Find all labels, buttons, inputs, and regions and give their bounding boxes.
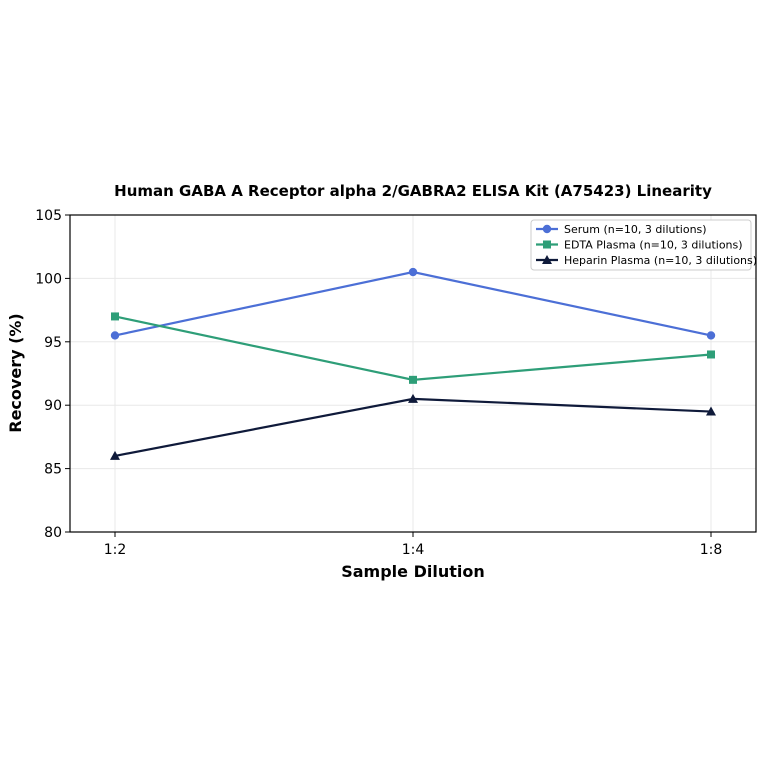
legend-swatch-marker xyxy=(542,255,552,264)
legend-label: Heparin Plasma (n=10, 3 dilutions) xyxy=(564,254,757,267)
legend-swatch-marker xyxy=(542,224,552,234)
y-tick-label: 95 xyxy=(44,335,62,351)
x-tick-label: 1:4 xyxy=(402,542,425,558)
y-tick-label: 85 xyxy=(44,462,62,478)
x-tick-label: 1:2 xyxy=(104,542,127,558)
legend-item: EDTA Plasma (n=10, 3 dilutions) xyxy=(536,239,743,252)
data-point xyxy=(408,267,418,277)
legend-box xyxy=(530,219,752,271)
y-tick-label: 100 xyxy=(35,271,62,287)
data-point xyxy=(706,406,716,416)
legend-item: Serum (n=10, 3 dilutions) xyxy=(536,223,707,236)
chart-title: Human GABA A Receptor alpha 2/GABRA2 ELI… xyxy=(114,182,712,200)
data-point xyxy=(111,312,119,321)
legend-swatch-marker xyxy=(543,240,551,249)
data-point xyxy=(706,331,716,340)
legend-item: Heparin Plasma (n=10, 3 dilutions) xyxy=(536,254,757,267)
series-3 xyxy=(110,393,716,460)
data-point xyxy=(409,375,417,384)
legend-label: EDTA Plasma (n=10, 3 dilutions) xyxy=(564,239,743,252)
y-tick-label: 90 xyxy=(44,398,62,414)
plot-frame xyxy=(69,214,757,533)
data-point xyxy=(110,450,120,460)
data-point xyxy=(408,393,418,403)
x-axis-ticks: 1:2 1:4 1:8 xyxy=(104,532,723,558)
x-tick-label: 1:8 xyxy=(700,542,723,558)
y-axis-ticks: 80 85 90 95 100 105 xyxy=(35,208,70,541)
series-2 xyxy=(111,312,715,384)
y-tick-label: 105 xyxy=(35,208,62,224)
x-axis-label: Sample Dilution xyxy=(341,562,485,581)
y-axis-label: Recovery (%) xyxy=(6,313,25,432)
data-point xyxy=(707,350,715,359)
legend: Serum (n=10, 3 dilutions) EDTA Plasma (n=… xyxy=(530,219,757,271)
series xyxy=(110,267,716,460)
data-point xyxy=(110,331,120,340)
legend-label: Serum (n=10, 3 dilutions) xyxy=(564,223,707,236)
series-1 xyxy=(110,267,716,340)
y-tick-label: 80 xyxy=(44,525,62,541)
